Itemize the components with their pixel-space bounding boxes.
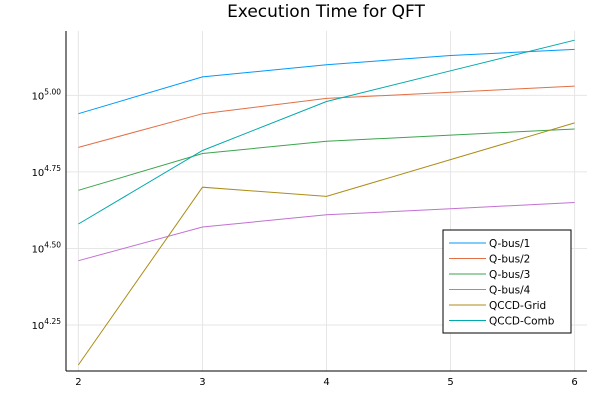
grid-lines [66, 31, 587, 371]
tick-labels: 2 3 4 5 6 104.25 104.50 104.75 105.00 [32, 87, 578, 388]
series-line-qccd-grid [77, 122, 575, 366]
y-tick-label: 104.25 [32, 317, 62, 332]
x-tick-label: 2 [75, 377, 81, 388]
legend-label: Q-bus/3 [489, 269, 530, 281]
series-line-q-bus-2 [78, 85, 575, 148]
x-tick-label: 3 [199, 377, 205, 388]
legend: Q-bus/1 Q-bus/2 Q-bus/3 Q-bus/4 QCCD-Grid QCC… [442, 229, 572, 334]
series-line-q-bus-4 [78, 202, 575, 262]
legend-label: QCCD-Grid [489, 300, 546, 312]
legend-label: Q-bus/4 [489, 285, 531, 297]
series-line-qccd-comb [78, 39, 575, 225]
y-tick-label: 105.00 [32, 87, 62, 102]
chart-title: Execution Time for QFT [227, 2, 425, 22]
series-lines [77, 39, 575, 366]
series-line-q-bus-1 [78, 48, 575, 115]
y-tick-label: 104.50 [32, 240, 62, 255]
series-line-q-bus-3 [78, 128, 575, 191]
legend-label: QCCD-Comb [489, 316, 555, 328]
x-tick-label: 6 [571, 377, 577, 388]
x-tick-label: 4 [323, 377, 329, 388]
x-tick-label: 5 [447, 377, 453, 388]
legend-box [442, 229, 572, 334]
y-tick-label: 104.75 [32, 164, 62, 179]
legend-label: Q-bus/2 [489, 254, 530, 266]
legend-label: Q-bus/1 [489, 238, 530, 250]
axes [65, 31, 587, 372]
